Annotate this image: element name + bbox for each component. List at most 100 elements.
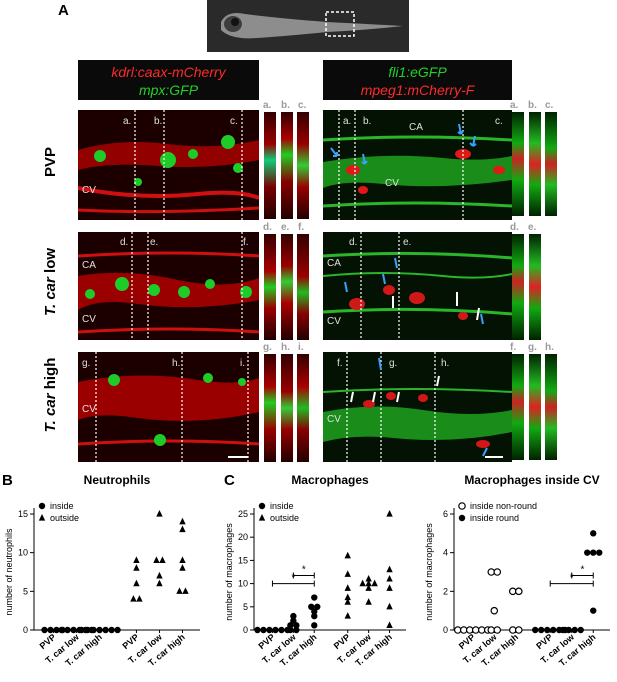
data-point xyxy=(287,622,294,629)
y-tick-label: 15 xyxy=(18,509,28,519)
legend-label: inside xyxy=(270,501,294,511)
legend-marker xyxy=(38,514,46,521)
y-axis-label: number of neutrophils xyxy=(4,528,14,616)
chart-macrophages: Macrophages 0 5 10 15 20 25 number of macrophag… xyxy=(224,473,406,668)
cut-label-d: d. xyxy=(349,237,358,248)
significance-label: * xyxy=(581,564,585,575)
data-point xyxy=(344,612,351,619)
y-tick-label: 0 xyxy=(23,625,28,635)
data-point xyxy=(590,607,597,614)
data-point xyxy=(314,603,321,610)
orthogonal-slice-i xyxy=(297,354,309,462)
cut-label-g: g. xyxy=(389,358,398,369)
data-point xyxy=(386,510,393,517)
data-point xyxy=(490,606,499,615)
data-point xyxy=(156,579,163,587)
data-point xyxy=(133,564,140,571)
y-tick-label: 15 xyxy=(238,555,248,565)
right-slice-labels-row3: f. g. h. xyxy=(510,342,554,353)
panel-c-letter: C xyxy=(224,472,235,489)
data-point xyxy=(90,626,97,634)
cut-label-a: a. xyxy=(343,116,352,127)
data-point xyxy=(179,525,186,533)
data-point xyxy=(311,594,318,601)
data-point xyxy=(344,593,351,601)
right-slice-labels-row2: d. e. xyxy=(510,222,537,233)
micrograph-right-tcar-high: f. g. h. CV xyxy=(323,352,512,462)
data-point xyxy=(290,617,297,624)
cut-label-h: h. xyxy=(172,358,181,369)
right-slice-labels-row1: a. b. c. xyxy=(510,100,554,111)
data-point xyxy=(278,626,285,634)
legend-marker xyxy=(258,502,266,510)
left-header-line2: mpx:GFP xyxy=(138,82,199,98)
orthogonal-slice-h-right xyxy=(545,354,557,460)
micrograph-right-tcar-low: d. e. CA CV xyxy=(323,232,512,340)
y-tick-label: 2 xyxy=(443,586,448,596)
data-point xyxy=(544,626,551,634)
legend-label: inside xyxy=(50,501,74,511)
vessel-label-ca: CA xyxy=(409,122,423,133)
data-point xyxy=(344,598,351,605)
data-point xyxy=(565,626,572,634)
vessel-label-cv: CV xyxy=(327,414,341,425)
y-tick-label: 25 xyxy=(238,509,248,519)
orthogonal-slice-b-right xyxy=(529,112,541,216)
chart-macrophages-inside-cv: Macrophages inside CV 0 2 4 6 number of macro… xyxy=(424,473,610,668)
data-point xyxy=(47,626,54,634)
data-point xyxy=(260,626,267,634)
y-tick-label: 5 xyxy=(23,586,28,596)
data-point xyxy=(386,602,393,610)
left-panel-header: kdrl:caax-mCherry mpx:GFP xyxy=(78,60,259,100)
orthogonal-slice-d xyxy=(264,234,276,340)
data-point xyxy=(78,626,85,634)
data-point xyxy=(359,579,366,587)
data-point xyxy=(344,570,351,577)
cut-label-h: h. xyxy=(441,358,450,369)
data-point xyxy=(156,510,163,517)
data-point xyxy=(571,626,578,634)
orthogonal-slice-a xyxy=(264,112,276,219)
data-point xyxy=(493,568,502,576)
right-panel-header: fli1:eGFP mpeg1:mCherry-F xyxy=(323,60,512,100)
data-point xyxy=(386,565,393,573)
data-point xyxy=(311,612,318,620)
cut-label-c: c. xyxy=(230,116,238,127)
cut-label-c: c. xyxy=(495,116,503,127)
data-point xyxy=(365,598,372,605)
cut-label-i: i. xyxy=(240,358,245,369)
data-point xyxy=(153,556,160,563)
row-label-tcar-high: T. car high xyxy=(42,357,59,433)
y-axis-label: number of macrophages xyxy=(424,523,434,621)
cut-label-d: d. xyxy=(120,237,129,248)
data-point xyxy=(254,626,261,634)
data-point xyxy=(266,626,273,634)
legend-label: outside xyxy=(50,513,79,523)
y-tick-label: 10 xyxy=(238,579,248,589)
data-point xyxy=(179,556,186,563)
data-point xyxy=(493,626,502,634)
data-point xyxy=(156,571,163,579)
y-tick-label: 5 xyxy=(243,602,248,612)
micrograph-left-tcar-high: g. h. i. CV xyxy=(78,352,259,462)
data-point xyxy=(311,608,318,615)
left-slice-labels-row2: d. e. f. xyxy=(263,222,305,233)
orthogonal-slice-h xyxy=(281,354,293,462)
y-tick-label: 6 xyxy=(443,509,448,519)
vessel-label-ca: CA xyxy=(82,260,96,271)
vessel-label-cv: CV xyxy=(82,404,96,415)
micrograph-left-tcar-low: d. e. f. CA CV xyxy=(78,232,259,340)
data-point xyxy=(102,626,109,634)
left-slice-labels-row3: g. h. i. xyxy=(263,342,304,353)
chart-title: Macrophages inside CV xyxy=(464,473,599,487)
data-point xyxy=(293,626,300,634)
cut-label-e: e. xyxy=(150,237,159,248)
legend-label: inside round xyxy=(470,513,519,523)
orthogonal-slice-c xyxy=(297,112,309,219)
data-point xyxy=(584,549,591,556)
legend-marker xyxy=(258,514,266,521)
legend-marker xyxy=(38,502,46,510)
data-point xyxy=(550,626,557,634)
y-tick-label: 0 xyxy=(443,625,448,635)
cut-label-f: f. xyxy=(337,358,343,369)
